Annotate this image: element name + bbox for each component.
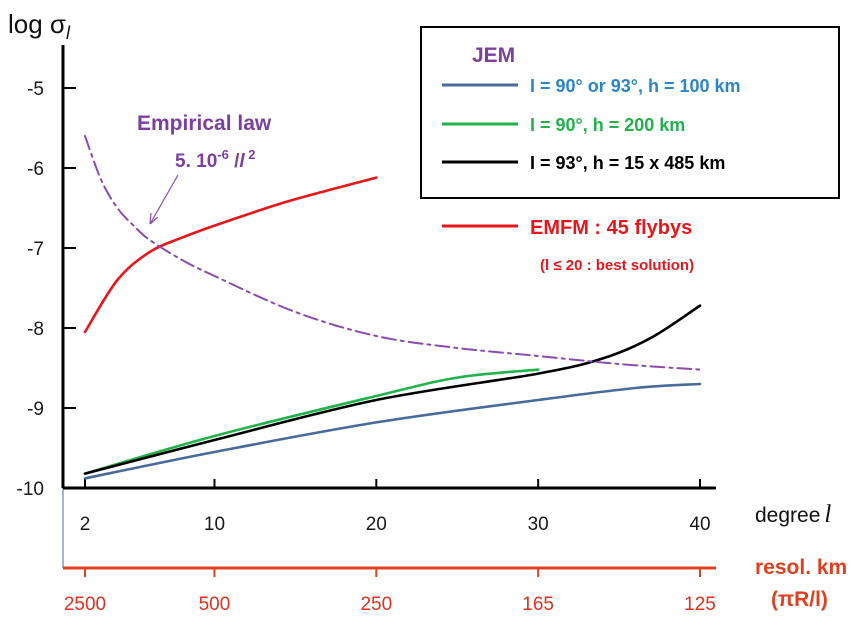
resolution-axis-sublabel: (πR/l) <box>771 588 828 611</box>
series-line-empirical-law <box>84 135 701 371</box>
series-line-jem-100km <box>83 382 702 480</box>
y-tick-label: -10 <box>17 479 44 500</box>
tick-layer: -5 -6 -7 -8 -9 -10 2 10 20 30 40 2500 500 250 165 125 <box>17 79 716 615</box>
y-tick-label: -8 <box>27 319 44 340</box>
legend-label-jem-485: I = 93°, h = 15 x 485 km <box>530 153 725 173</box>
y-tick-label: -6 <box>27 159 44 180</box>
resolution-tick-label: 250 <box>360 594 392 615</box>
series-line-jem-200km <box>83 368 540 475</box>
resolution-tick-label: 165 <box>522 594 554 615</box>
resolution-tick-label: 500 <box>199 594 231 615</box>
series-line-jem-485km <box>83 304 702 475</box>
legend-note-emfm: (l ≤ 20 : best solution) <box>540 257 694 274</box>
resolution-tick-label: 125 <box>684 594 716 615</box>
empirical-law-label: Empirical law <box>137 112 272 135</box>
x-tick-label: 40 <box>689 514 710 535</box>
empirical-law-pointer-head <box>149 212 159 225</box>
legend-box <box>420 26 840 199</box>
x-tick-label: 10 <box>204 514 225 535</box>
y-tick-label: -5 <box>27 79 44 100</box>
x-tick-label: 20 <box>366 514 387 535</box>
resolution-axis-label: resol. km <box>755 556 847 579</box>
empirical-law-pointer <box>149 174 179 225</box>
legend-label-jem-100: I = 90° or 93°, h = 100 km <box>530 76 741 96</box>
x-tick-label: 30 <box>528 514 549 535</box>
legend-title: JEM <box>472 44 515 67</box>
empirical-law-formula: 5. 10-6 /l 2 <box>175 147 256 172</box>
legend-label-emfm: EMFM : 45 flybys <box>530 217 692 239</box>
x-axis-label: degree l <box>755 501 831 528</box>
y-axis-label: log σl <box>8 9 71 43</box>
y-tick-label: -9 <box>27 399 44 420</box>
series-line-emfm <box>83 176 378 334</box>
x-tick-label: 2 <box>80 514 91 535</box>
series-layer <box>83 135 702 480</box>
legend-label-jem-200: I = 90°, h = 200 km <box>530 115 685 135</box>
y-tick-label: -7 <box>27 239 44 260</box>
resolution-tick-label: 2500 <box>64 594 106 615</box>
